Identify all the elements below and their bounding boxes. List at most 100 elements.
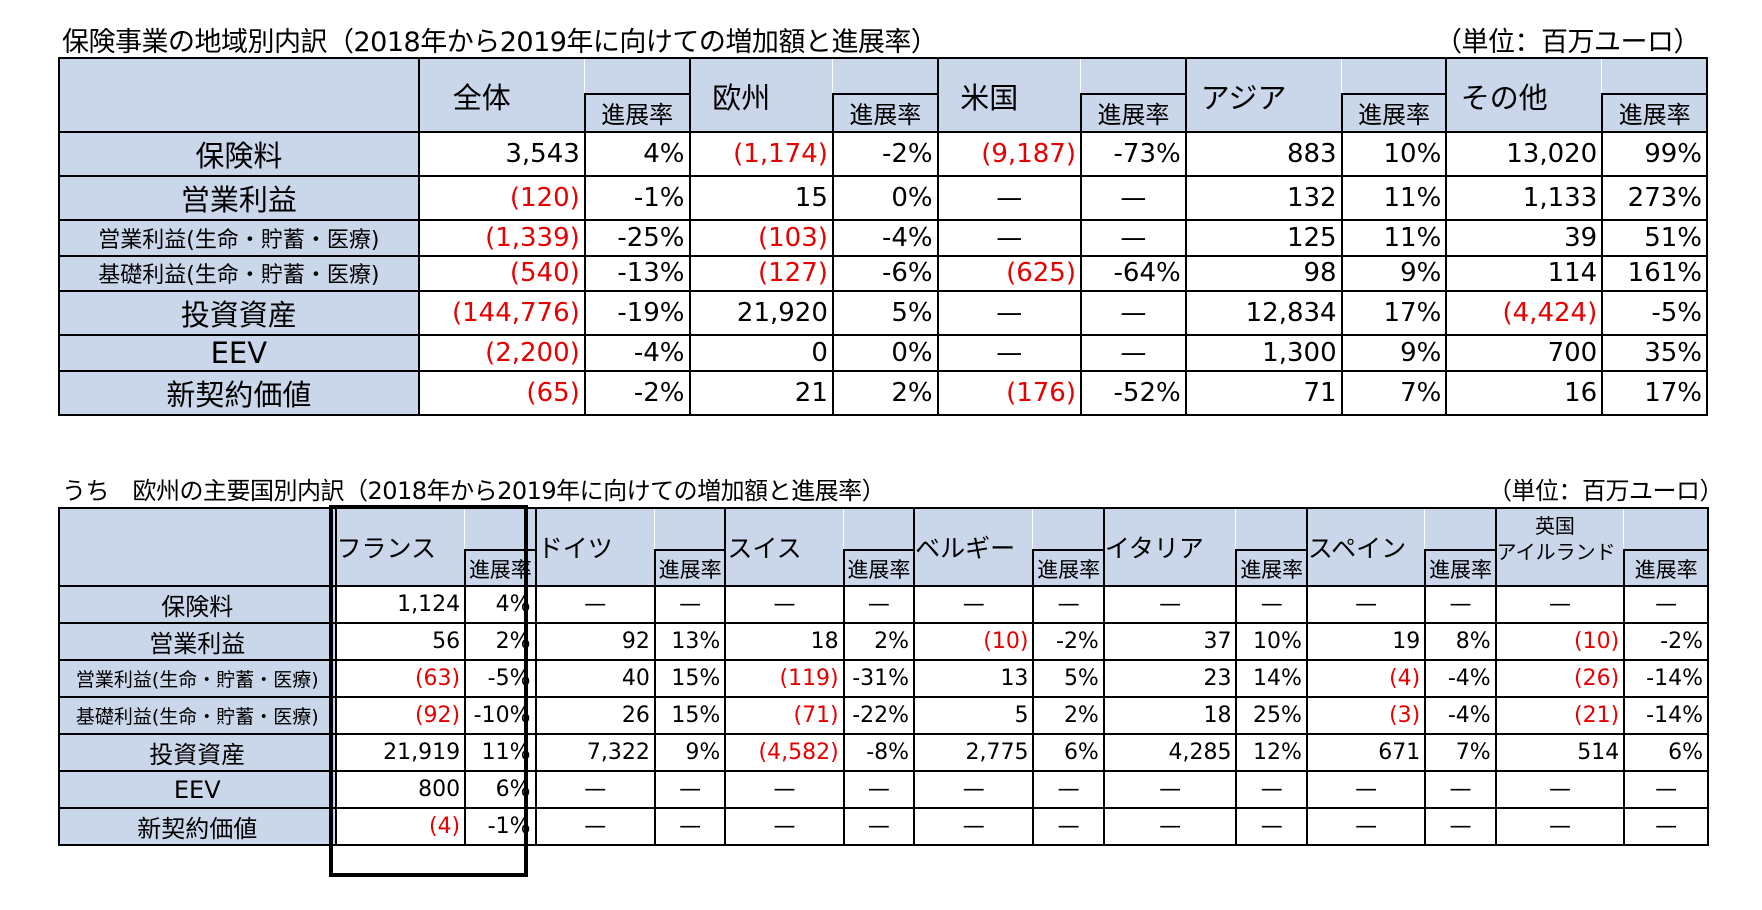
rate-cell: -8%	[842, 733, 916, 772]
amount-cell: 2,775	[913, 733, 1035, 772]
table-row: 営業利益 56 2% 92 13% 18 2% (10) -2% 37 10% 19 8% (10) -2%	[58, 622, 1709, 661]
rate-cell: —	[1235, 770, 1308, 809]
table-row: 新契約価値 (65) -2% 21 2% (176) -52% 71 7% 16 17%	[58, 370, 1708, 416]
region-header-spacer	[1080, 57, 1187, 94]
amount-cell: 5	[913, 696, 1035, 735]
rate-header: 進展率	[1601, 93, 1708, 133]
table-row: 営業利益(生命・貯蓄・医療) (63) -5% 40 15% (119) -31% 13 5% 2…	[58, 659, 1709, 698]
amount-cell: —	[1305, 807, 1427, 846]
table-row: EEV (2,200) -4% 0 0% — —1,300 9% 700 35%	[58, 334, 1708, 372]
amount-cell: —	[913, 807, 1035, 846]
rate-cell: 11%	[464, 733, 537, 772]
amount-cell: 16	[1445, 370, 1604, 416]
amount-cell: 19	[1305, 622, 1427, 661]
amount-cell: (2,200)	[417, 334, 586, 372]
rate-cell: -4%	[831, 219, 939, 257]
rate-cell: 15%	[653, 696, 727, 735]
rate-cell: —	[1623, 807, 1709, 846]
region-header: 全体	[417, 57, 585, 133]
row-label: 投資資産	[58, 733, 337, 772]
rate-cell: -4%	[1424, 659, 1497, 698]
rate-cell: 5%	[1032, 659, 1105, 698]
rate-cell: -2%	[1623, 622, 1709, 661]
row-label: 営業利益(生命・貯蓄・医療)	[58, 219, 420, 257]
rate-cell: 4%	[464, 585, 537, 624]
amount-cell: —	[1102, 770, 1238, 809]
rate-cell: -1%	[464, 807, 537, 846]
amount-cell: (144,776)	[417, 290, 586, 336]
country-header: フランス	[334, 507, 466, 587]
region-header: 欧州	[688, 57, 833, 133]
row-label: EEV	[58, 334, 420, 372]
rate-cell: 35%	[1601, 334, 1708, 372]
rate-cell: 9%	[1340, 254, 1448, 292]
rate-cell: 9%	[1340, 334, 1448, 372]
rate-cell: —	[1079, 290, 1187, 336]
rate-cell: 273%	[1601, 175, 1708, 221]
row-label: 投資資産	[58, 290, 420, 336]
country-header-uk: 英国	[1534, 514, 1575, 538]
amount-cell: —	[1102, 807, 1238, 846]
rate-cell: —	[1032, 585, 1105, 624]
table1-corner	[58, 57, 420, 133]
region-header-spacer	[1341, 57, 1448, 94]
amount-cell: —	[936, 290, 1082, 336]
amount-cell: 21	[688, 370, 834, 416]
amount-cell: 1,300	[1184, 334, 1343, 372]
rate-cell: -1%	[583, 175, 691, 221]
amount-cell: (9,187)	[936, 131, 1082, 177]
amount-cell: (119)	[724, 659, 845, 698]
country-header: スイス	[724, 507, 844, 587]
amount-cell: —	[724, 807, 845, 846]
rate-cell: 10%	[1235, 622, 1308, 661]
amount-cell: 92	[534, 622, 656, 661]
rate-header: 進展率	[1079, 93, 1187, 133]
rate-header: 進展率	[653, 549, 727, 587]
rate-cell: 161%	[1601, 254, 1708, 292]
row-label: 営業利益(生命・貯蓄・医療)	[58, 659, 337, 698]
rate-cell: -13%	[583, 254, 691, 292]
rate-cell: 2%	[464, 622, 537, 661]
table-row: 保険料 1,124 4% — — — — — — — — — — — —	[58, 585, 1709, 624]
rate-header: 進展率	[1623, 549, 1709, 587]
rate-header: 進展率	[831, 93, 939, 133]
region-header-spacer	[832, 57, 939, 94]
rate-cell: 25%	[1235, 696, 1308, 735]
amount-cell: 114	[1445, 254, 1604, 292]
rate-cell: -2%	[1032, 622, 1105, 661]
row-label: EEV	[58, 770, 337, 809]
amount-cell: 15	[688, 175, 834, 221]
rate-cell: -14%	[1623, 659, 1709, 698]
amount-cell: (71)	[724, 696, 845, 735]
amount-cell: —	[936, 219, 1082, 257]
row-label: 新契約価値	[58, 807, 337, 846]
rate-cell: 2%	[831, 370, 939, 416]
rate-cell: 13%	[653, 622, 727, 661]
amount-cell: —	[534, 807, 656, 846]
amount-cell: (4)	[334, 807, 467, 846]
rate-cell: 14%	[1235, 659, 1308, 698]
rate-cell: -25%	[583, 219, 691, 257]
amount-cell: (4,424)	[1445, 290, 1604, 336]
rate-cell: —	[1032, 807, 1105, 846]
rate-cell: —	[653, 807, 727, 846]
rate-cell: -2%	[831, 131, 939, 177]
rate-cell: 6%	[1623, 733, 1709, 772]
country-header-ireland: アイルランド	[1496, 540, 1616, 564]
rate-cell: —	[1235, 807, 1308, 846]
rate-cell: —	[1079, 219, 1187, 257]
amount-cell: —	[936, 334, 1082, 372]
row-label: 基礎利益(生命・貯蓄・医療)	[58, 696, 337, 735]
amount-cell: —	[1305, 585, 1427, 624]
rate-cell: -4%	[583, 334, 691, 372]
rate-cell: -22%	[842, 696, 916, 735]
amount-cell: (1,339)	[417, 219, 586, 257]
amount-cell: 98	[1184, 254, 1343, 292]
rate-cell: -14%	[1623, 696, 1709, 735]
table2-body: 保険料 1,124 4% — — — — — — — — — — — — 営業利益 56 2% 92 13% 18 2%(…	[58, 585, 1709, 846]
amount-cell: 1,133	[1445, 175, 1604, 221]
rate-cell: -4%	[1424, 696, 1497, 735]
rate-header: 進展率	[842, 549, 916, 587]
amount-cell: 40	[534, 659, 656, 698]
region-breakdown-table: 全体 欧州 米国 アジア その他 進展率 進展率 進展率 進展率 進展率 保険料…	[58, 57, 1708, 416]
